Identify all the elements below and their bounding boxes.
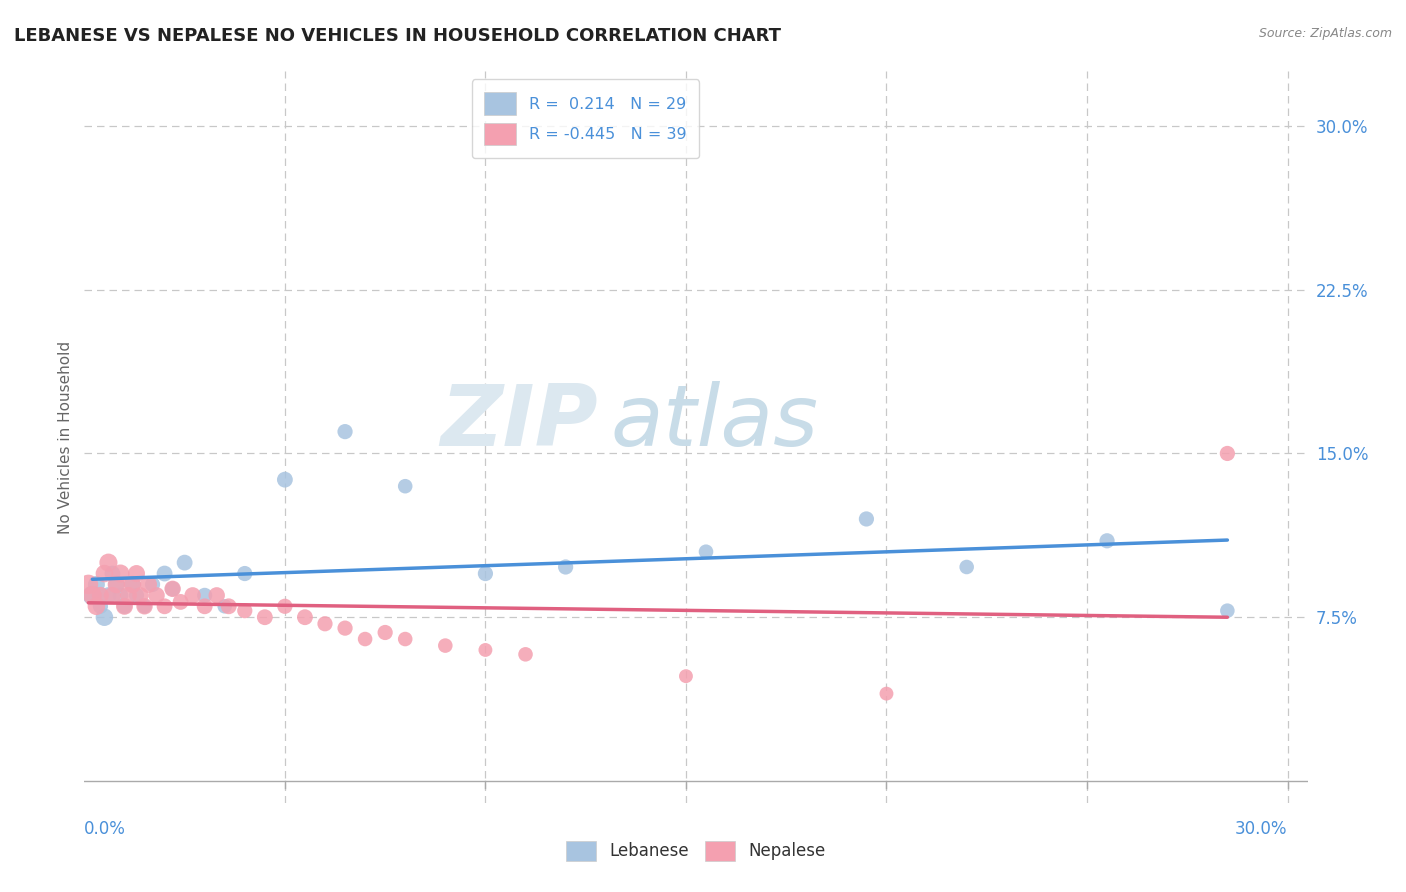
Text: Source: ZipAtlas.com: Source: ZipAtlas.com	[1258, 27, 1392, 40]
Point	[105, 577, 128, 591]
Point	[333, 621, 356, 635]
Point	[138, 577, 160, 591]
Point	[875, 687, 897, 701]
Point	[1095, 533, 1118, 548]
Point	[145, 588, 167, 602]
Point	[169, 595, 191, 609]
Point	[93, 566, 115, 581]
Point	[117, 588, 139, 602]
Text: ZIP: ZIP	[440, 381, 598, 464]
Point	[956, 560, 979, 574]
Point	[374, 625, 396, 640]
Point	[153, 599, 176, 614]
Point	[194, 599, 217, 614]
Point	[101, 566, 124, 581]
Point	[82, 588, 104, 602]
Point	[515, 648, 537, 662]
Point	[354, 632, 377, 646]
Point	[205, 588, 228, 602]
Point	[77, 577, 100, 591]
Point	[125, 566, 148, 581]
Point	[274, 599, 297, 614]
Point	[173, 556, 195, 570]
Point	[194, 588, 217, 602]
Point	[105, 577, 128, 591]
Point	[110, 588, 132, 602]
Point	[214, 599, 236, 614]
Text: LEBANESE VS NEPALESE NO VEHICLES IN HOUSEHOLD CORRELATION CHART: LEBANESE VS NEPALESE NO VEHICLES IN HOUS…	[14, 27, 782, 45]
Point	[314, 616, 336, 631]
Point	[153, 566, 176, 581]
Legend: Lebanese, Nepalese: Lebanese, Nepalese	[560, 834, 832, 868]
Point	[97, 556, 120, 570]
Point	[97, 588, 120, 602]
Point	[233, 604, 256, 618]
Point	[134, 599, 156, 614]
Point	[434, 639, 457, 653]
Point	[86, 577, 108, 591]
Point	[181, 588, 204, 602]
Point	[394, 479, 416, 493]
Point	[1216, 446, 1239, 460]
Point	[253, 610, 276, 624]
Point	[695, 545, 717, 559]
Point	[129, 588, 152, 602]
Point	[89, 599, 111, 614]
Point	[294, 610, 316, 624]
Point	[114, 599, 136, 614]
Point	[274, 473, 297, 487]
Point	[233, 566, 256, 581]
Y-axis label: No Vehicles in Household: No Vehicles in Household	[58, 341, 73, 533]
Point	[86, 599, 108, 614]
Point	[1216, 604, 1239, 618]
Point	[218, 599, 240, 614]
Text: 30.0%: 30.0%	[1234, 821, 1288, 838]
Point	[101, 588, 124, 602]
Point	[394, 632, 416, 646]
Point	[125, 588, 148, 602]
Point	[474, 643, 496, 657]
Point	[162, 582, 184, 596]
Point	[82, 588, 104, 602]
Point	[554, 560, 576, 574]
Point	[141, 577, 163, 591]
Text: 0.0%: 0.0%	[84, 821, 127, 838]
Point	[89, 588, 111, 602]
Point	[474, 566, 496, 581]
Point	[121, 577, 143, 591]
Point	[675, 669, 697, 683]
Point	[134, 599, 156, 614]
Text: atlas: atlas	[610, 381, 818, 464]
Point	[114, 599, 136, 614]
Point	[855, 512, 877, 526]
Point	[110, 566, 132, 581]
Point	[93, 610, 115, 624]
Point	[121, 577, 143, 591]
Point	[333, 425, 356, 439]
Point	[162, 582, 184, 596]
